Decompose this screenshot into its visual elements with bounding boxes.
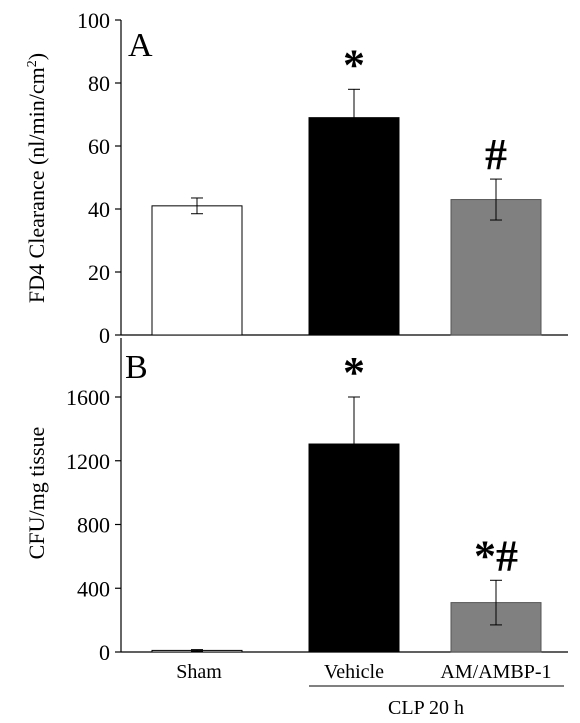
panel-a-y-tick-label: 60 — [88, 134, 110, 159]
panel-b-y-tick-label: 1200 — [66, 449, 110, 474]
panel-b-significance-mark: *# — [474, 531, 518, 580]
panel-a-y-tick-label: 100 — [77, 8, 110, 33]
panel-a-letter: A — [128, 27, 153, 64]
panel-b-y-tick-label: 400 — [77, 576, 110, 601]
panel-a-significance-mark: * — [343, 40, 365, 89]
panel-a-significance-mark: # — [485, 130, 507, 179]
panel-b-letter: B — [125, 349, 148, 386]
clp-group-label: CLP 20 h — [388, 697, 464, 719]
panel-a-y-tick-label: 80 — [88, 71, 110, 96]
panel-a-y-tick-label: 20 — [88, 260, 110, 285]
panel-b-y-tick-label: 1600 — [66, 385, 110, 410]
panel-b-y-tick-label: 800 — [77, 513, 110, 538]
panel-a-y-tick-label: 40 — [88, 197, 110, 222]
panel-a-y-tick-label: 0 — [99, 323, 110, 348]
panel-a-bar-sham — [151, 205, 243, 336]
panel-a: A FD4 Clearance (nl/min/cm2) 0 20 40 60 80 10… — [24, 8, 568, 348]
x-axis-labels: Sham Vehicle AM/AMBP-1 — [176, 661, 551, 683]
panel-a-bar-am-ambp-1 — [450, 199, 542, 336]
x-category-label: Vehicle — [324, 661, 384, 683]
x-category-label: AM/AMBP-1 — [440, 661, 551, 683]
panel-b-significance-mark: * — [343, 348, 365, 397]
panel-b-y-tick-label: 0 — [99, 640, 110, 665]
panel-b: B CFU/mg tissue 0 400 800 1200 1600 * *# — [24, 338, 568, 665]
panel-a-ylabel: FD4 Clearance (nl/min/cm2) — [24, 53, 49, 303]
panel-a-bar-vehicle — [308, 117, 400, 336]
x-category-label: Sham — [176, 661, 222, 683]
panel-b-ylabel: CFU/mg tissue — [24, 427, 49, 560]
